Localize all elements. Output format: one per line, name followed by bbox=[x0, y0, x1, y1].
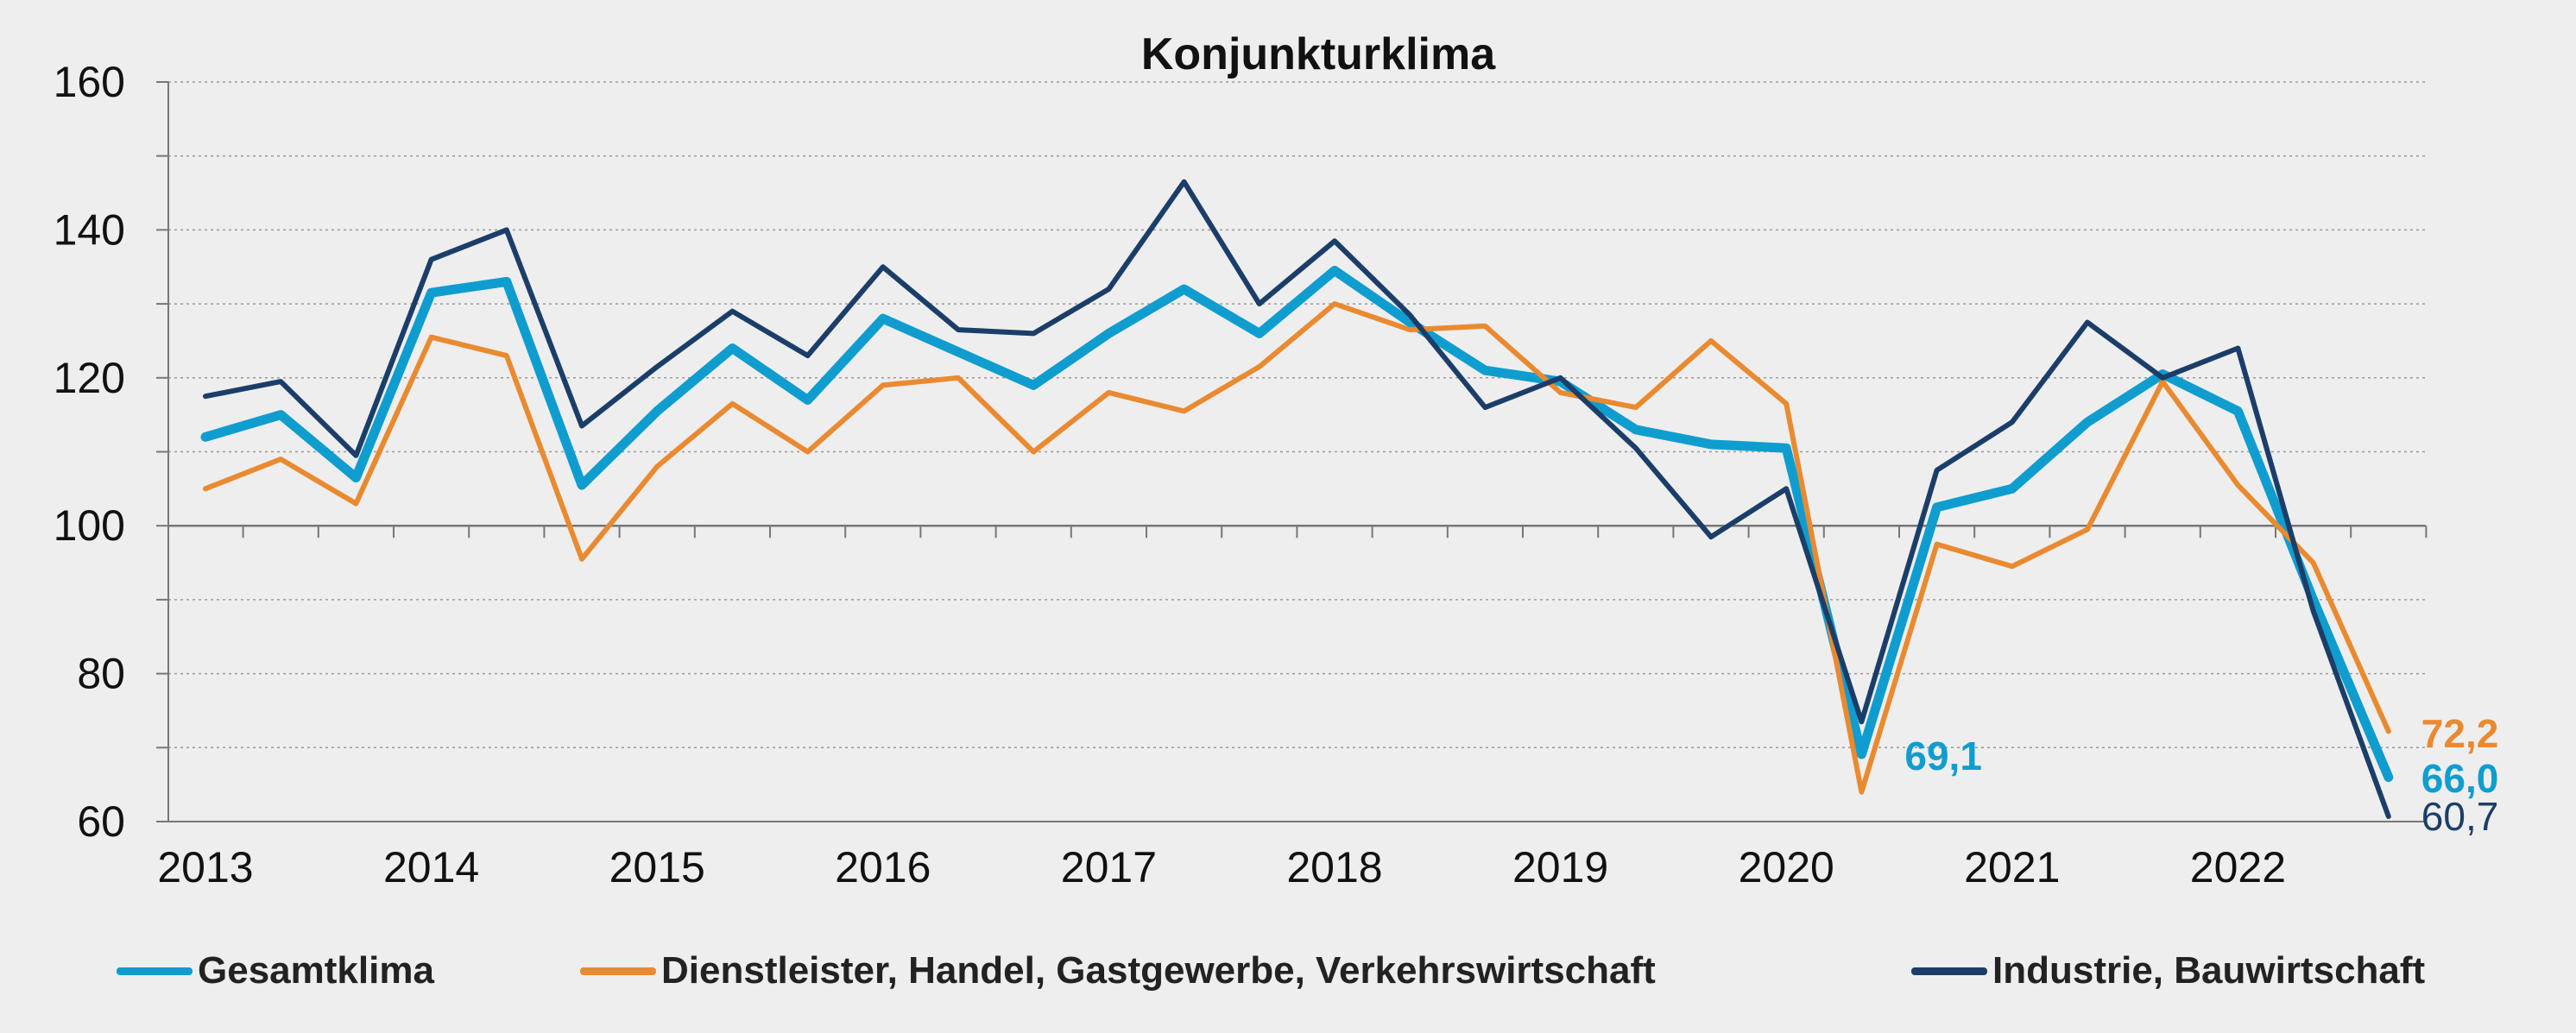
x-tick-label: 2017 bbox=[1061, 843, 1157, 891]
x-tick-label: 2013 bbox=[157, 843, 253, 891]
legend-item-industrie: Industrie, Bauwirtschaft bbox=[1911, 945, 2425, 997]
legend-label-gesamtklima: Gesamtklima bbox=[198, 949, 434, 992]
legend: Gesamtklima Dienstleister, Handel, Gastg… bbox=[0, 945, 2576, 997]
legend-swatch-industrie bbox=[1911, 967, 1987, 975]
y-tick-label: 120 bbox=[54, 354, 125, 402]
end-label-industrie: 60,7 bbox=[2421, 794, 2499, 839]
annotation-label-gesamtklima: 69,1 bbox=[1904, 734, 1982, 778]
x-tick-label: 2020 bbox=[1739, 843, 1834, 891]
x-tick-label: 2018 bbox=[1286, 843, 1382, 891]
y-tick-label: 100 bbox=[54, 501, 125, 550]
legend-item-gesamtklima: Gesamtklima bbox=[117, 945, 434, 997]
x-tick-label: 2019 bbox=[1512, 843, 1608, 891]
x-tick-label: 2016 bbox=[835, 843, 931, 891]
series-lines bbox=[200, 179, 2394, 819]
legend-label-dienstleister: Dienstleister, Handel, Gastgewerbe, Verk… bbox=[661, 949, 1656, 992]
series-line-3 bbox=[203, 179, 2391, 819]
x-tick-label: 2014 bbox=[383, 843, 479, 891]
series-line-1 bbox=[200, 266, 2394, 783]
legend-swatch-gesamtklima bbox=[117, 967, 193, 975]
x-tick-label: 2022 bbox=[2190, 843, 2286, 891]
chart-title: Konjunkturklima bbox=[1141, 29, 1496, 79]
data-labels: 72,266,060,7 69,1 bbox=[1904, 711, 2498, 839]
x-tick-label: 2021 bbox=[1964, 843, 2060, 891]
y-tick-label: 60 bbox=[77, 797, 125, 846]
y-tick-label: 160 bbox=[54, 58, 125, 106]
y-tick-label: 80 bbox=[77, 650, 125, 698]
end-label-gesamtklima: 66,0 bbox=[2421, 756, 2499, 801]
y-tick-label: 140 bbox=[54, 205, 125, 254]
x-tick-label: 2015 bbox=[609, 843, 705, 891]
legend-item-dienstleister: Dienstleister, Handel, Gastgewerbe, Verk… bbox=[580, 945, 1656, 997]
axes: 60 80 100 120 140 160 2013 2014 2015 2016 2017 2018… bbox=[54, 58, 2428, 891]
series-line-2 bbox=[203, 301, 2391, 795]
end-label-dienstleister: 72,2 bbox=[2421, 711, 2499, 756]
gridlines bbox=[168, 81, 2426, 749]
legend-label-industrie: Industrie, Bauwirtschaft bbox=[1992, 949, 2426, 992]
legend-swatch-dienstleister bbox=[580, 967, 656, 975]
